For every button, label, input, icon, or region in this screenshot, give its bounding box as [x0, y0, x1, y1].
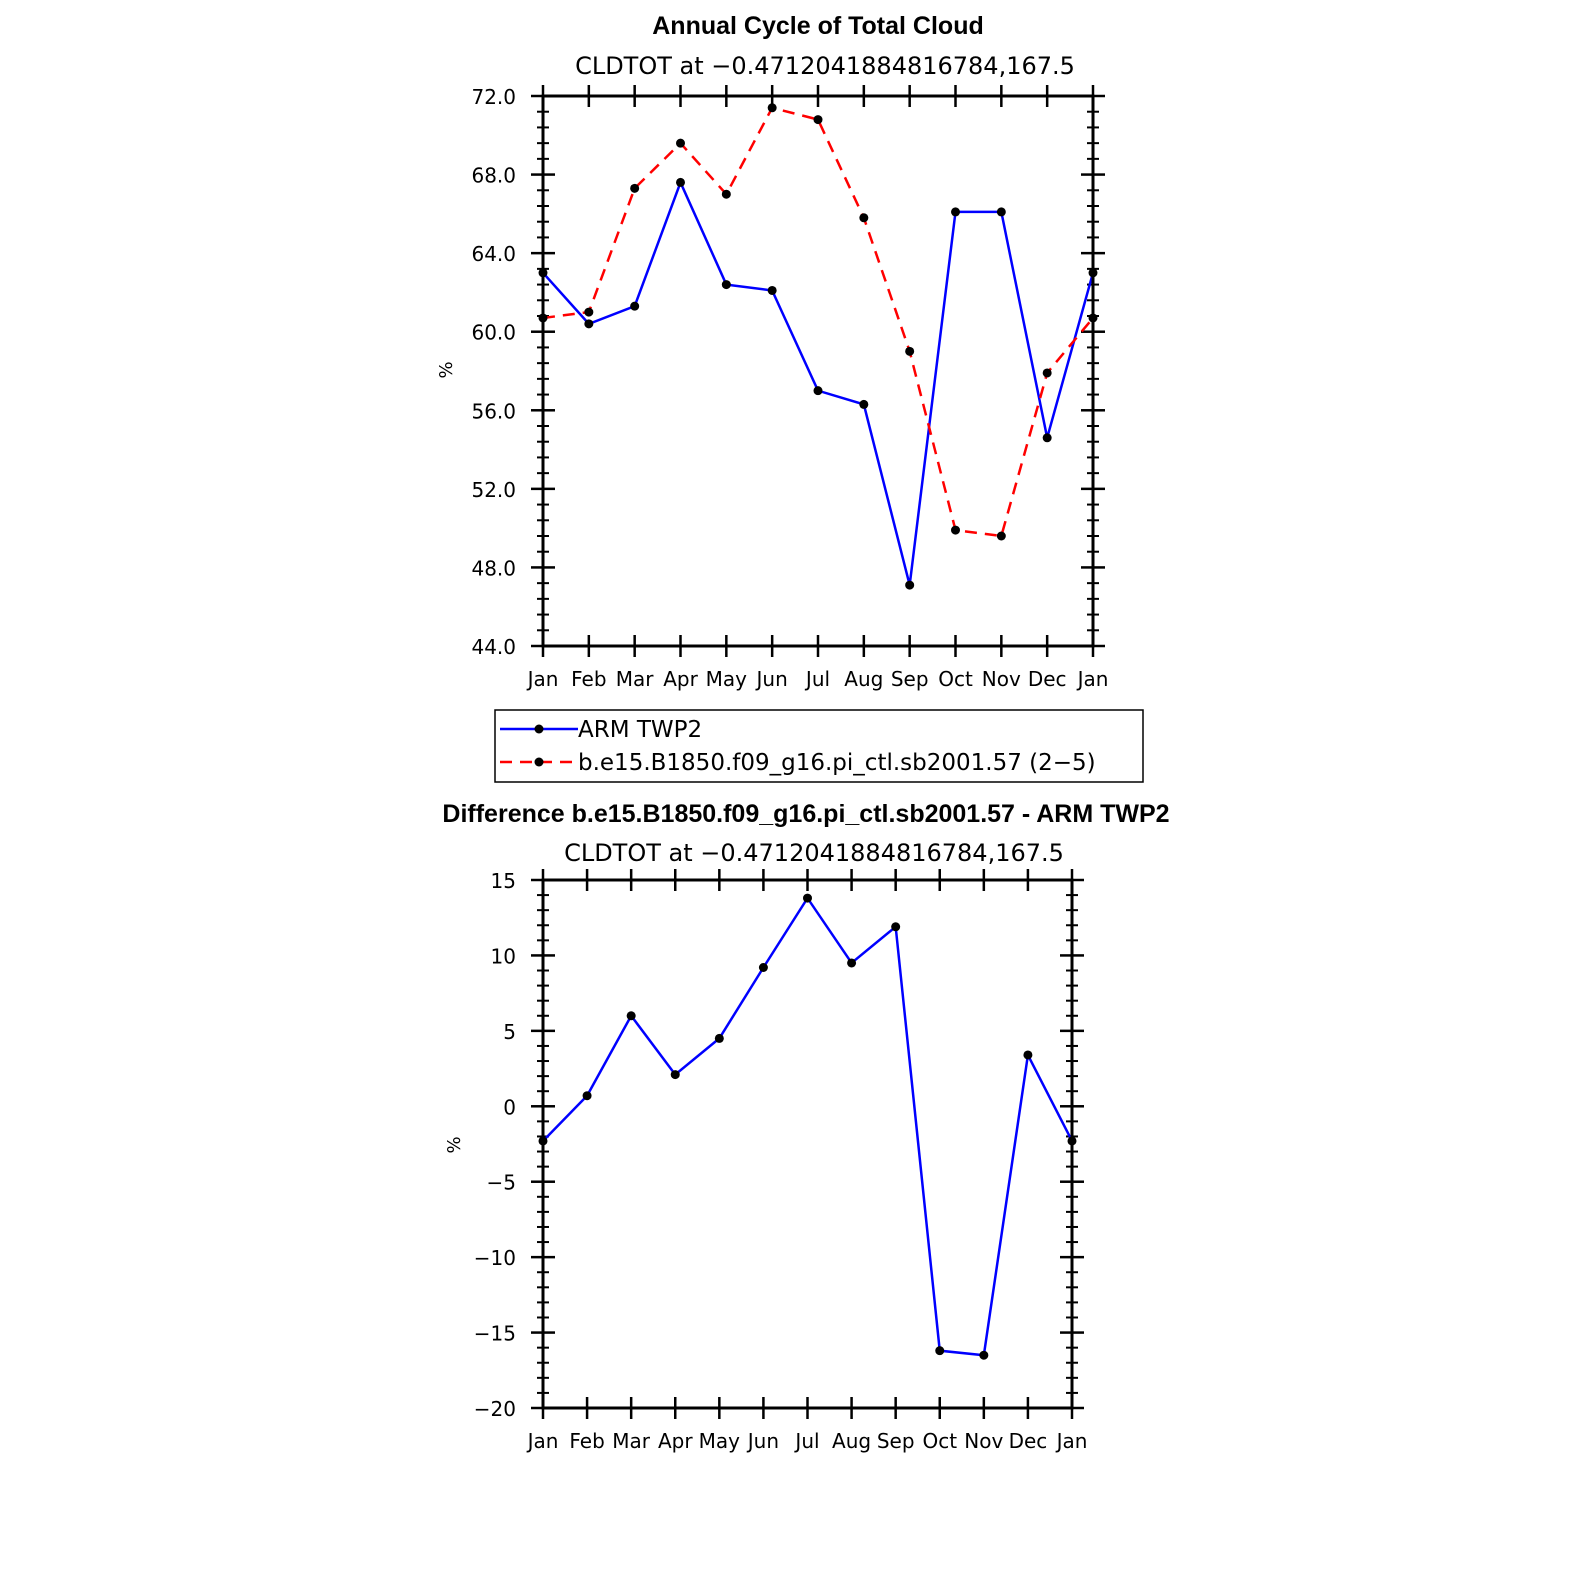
legend-box: [494, 709, 1144, 783]
series-lines: [538, 893, 1077, 1360]
data-point: [847, 958, 857, 968]
x-tick-label: Sep: [877, 1429, 915, 1453]
series-line-0: [542, 179, 1095, 586]
data-point: [670, 1070, 680, 1080]
legend-label-arm: ARM TWP2: [578, 717, 702, 743]
data-point: [891, 922, 901, 932]
legend-label-model: b.e15.B1850.f09_g16.pi_ctl.sb2001.57 (2−…: [578, 750, 1096, 776]
y-tick-label: −10: [474, 1246, 516, 1270]
x-tick-label: Apr: [663, 667, 698, 691]
legend-marker-model: [534, 757, 544, 767]
chart-title: Annual Cycle of Total Cloud: [652, 12, 983, 40]
x-tick-label: Jan: [526, 1429, 559, 1453]
y-tick-label: 15: [491, 869, 516, 893]
y-tick-label: 48.0: [471, 556, 516, 580]
x-tick-label: Jan: [1076, 667, 1109, 691]
data-point: [626, 1011, 636, 1021]
x-tick-label: Jun: [755, 667, 788, 691]
data-point: [951, 207, 960, 217]
x-tick-label: Jul: [804, 667, 830, 691]
x-tick-label: Dec: [1009, 1429, 1048, 1453]
y-tick-label: 72.0: [471, 85, 516, 109]
data-point: [767, 103, 777, 113]
series-line-1: [542, 106, 1094, 538]
data-point: [951, 525, 960, 535]
data-point: [630, 183, 640, 193]
y-tick-label: 52.0: [471, 478, 516, 502]
y-tick-label: 56.0: [471, 399, 516, 423]
y-tick-label: 0: [503, 1095, 516, 1119]
data-point: [721, 280, 731, 290]
x-tick-label: Dec: [1028, 667, 1067, 691]
y-tick-label: 68.0: [471, 164, 516, 188]
x-tick-label: Oct: [938, 667, 973, 691]
series-line-0: [542, 895, 1074, 1357]
x-tick-label: Oct: [922, 1429, 957, 1453]
x-tick-label: Jan: [1055, 1429, 1088, 1453]
data-point: [935, 1346, 945, 1356]
difference-chart: Difference b.e15.B1850.f09_g16.pi_ctl.sb…: [442, 800, 1169, 1453]
data-point: [813, 386, 823, 396]
data-point: [676, 177, 685, 187]
data-point: [905, 580, 915, 590]
x-tick-label: Mar: [612, 1429, 651, 1453]
x-tick-label: May: [699, 1429, 741, 1453]
y-tick-label: 5: [503, 1020, 516, 1044]
x-tick-label: Aug: [844, 667, 883, 691]
x-tick-label: Aug: [832, 1429, 871, 1453]
data-point: [630, 301, 640, 311]
chart-subtitle: CLDTOT at −0.4712041884816784,167.5: [575, 52, 1075, 80]
chart-title: Difference b.e15.B1850.f09_g16.pi_ctl.sb…: [442, 800, 1169, 828]
x-tick-label: Sep: [891, 667, 929, 691]
y-tick-label: 44.0: [471, 635, 516, 659]
data-point: [996, 531, 1006, 541]
plot-frame: [541, 878, 1074, 1410]
data-point: [813, 115, 823, 125]
y-tick-label: −5: [487, 1171, 516, 1195]
series-lines: [538, 103, 1098, 590]
y-tick-label: 60.0: [471, 321, 516, 345]
data-point: [859, 399, 869, 409]
y-axis-label: %: [436, 361, 457, 378]
data-point: [758, 962, 768, 972]
y-axis-label: %: [444, 1136, 465, 1153]
y-tick-label: 10: [491, 944, 516, 968]
data-point: [584, 307, 594, 317]
data-point: [979, 1350, 989, 1360]
data-point: [714, 1033, 724, 1043]
x-tick-label: Feb: [571, 667, 606, 691]
data-point: [803, 893, 812, 903]
data-point: [767, 285, 777, 295]
data-point: [584, 319, 594, 329]
x-tick-label: Mar: [616, 667, 655, 691]
legend-marker-arm: [534, 724, 544, 734]
data-point: [905, 346, 915, 356]
data-point: [859, 213, 869, 223]
axis-ticks: Jan Feb Mar Apr May Jun Jul Aug Sep Oct Nov Dec Jan 4…: [471, 85, 1108, 691]
annual-cycle-chart: Annual Cycle of Total Cloud CLDTOT at −0…: [436, 12, 1108, 691]
plot-frame: [541, 94, 1095, 648]
y-tick-label: 64.0: [471, 242, 516, 266]
data-point: [1023, 1050, 1033, 1060]
y-tick-label: −20: [474, 1397, 516, 1421]
axis-ticks: Jan Feb Mar Apr May Jun Jul Aug Sep Oct Nov Dec Jan−…: [474, 869, 1088, 1453]
chart-subtitle: CLDTOT at −0.4712041884816784,167.5: [564, 839, 1064, 867]
y-tick-label: −15: [474, 1322, 516, 1346]
x-tick-label: Nov: [964, 1429, 1003, 1453]
data-point: [996, 207, 1006, 217]
legend: ARM TWP2 b.e15.B1850.f09_g16.pi_ctl.sb20…: [494, 709, 1144, 783]
data-point: [721, 189, 731, 199]
x-tick-label: Jun: [746, 1429, 779, 1453]
x-tick-label: May: [706, 667, 748, 691]
data-point: [1042, 433, 1052, 443]
data-point: [582, 1091, 592, 1101]
x-tick-label: Feb: [569, 1429, 604, 1453]
x-tick-label: Jan: [526, 667, 559, 691]
data-point: [1042, 368, 1052, 378]
x-tick-label: Apr: [658, 1429, 693, 1453]
x-tick-label: Jul: [793, 1429, 819, 1453]
data-point: [676, 138, 685, 148]
x-tick-label: Nov: [982, 667, 1021, 691]
